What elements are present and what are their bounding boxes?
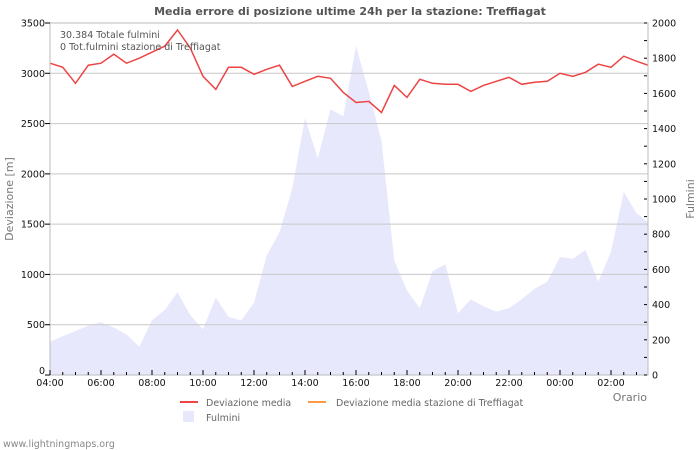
chart-title: Media errore di posizione ultime 24h per… [154,5,546,18]
legend-label: Deviazione media stazione di Treffiagat [336,398,523,409]
right-tick-label: 400 [652,300,670,311]
x-tick-label: 14:00 [291,378,318,389]
right-tick-label: 1600 [652,89,676,100]
plot-border [49,22,649,376]
x-tick-label: 02:00 [597,378,624,389]
right-tick-label: 1800 [652,54,676,65]
legend-label: Fulmini [206,413,240,424]
left-tick-label: 2000 [21,169,45,180]
series-line [49,28,649,114]
x-tick-label: 00:00 [546,378,573,389]
source-footer: www.lightningmaps.org [3,439,115,450]
left-y-axis: 0 500 1000 1500 2000 2500 3000 3500 [21,19,50,377]
x-axis: 04:00 06:00 08:00 10:00 12:00 14:00 16:00 18:00… [36,370,637,389]
station-strikes-annotation: 0 Tot.fulmini stazione di Treffiagat [60,42,221,53]
left-tick-label: 2500 [21,119,45,130]
right-tick-label: 0 [652,371,658,382]
total-strikes-annotation: 30.384 Totale fulmini [60,30,160,41]
left-tick-label: 500 [27,320,45,331]
right-axis-label: Fulmini [684,179,697,219]
x-tick-label: 12:00 [240,378,267,389]
gridlines [50,72,648,326]
x-tick-label: 16:00 [342,378,369,389]
legend-item-deviazione-media: Deviazione media [180,398,291,409]
right-tick-label: 1400 [652,124,676,135]
left-tick-label: 1000 [21,270,45,281]
x-tick-label: 22:00 [495,378,522,389]
left-tick-label: 3000 [21,69,45,80]
fulmini-area-series [50,45,648,376]
right-tick-label: 200 [652,335,670,346]
right-tick-label: 1000 [652,195,676,206]
legend-item-deviazione-media-stazione: Deviazione media stazione di Treffiagat [308,398,523,409]
x-tick-label: 06:00 [87,378,114,389]
left-tick-label: 1500 [21,220,45,231]
x-axis-label: Orario [613,391,648,404]
right-y-axis: 0 200 400 600 800 1000 1200 1400 1600 1800 2000 [644,19,676,382]
x-tick-label: 20:00 [444,378,471,389]
legend-label: Deviazione media [206,398,291,409]
x-tick-label: 18:00 [393,378,420,389]
legend-item-fulmini: Fulmini [183,411,240,424]
right-tick-label: 800 [652,230,670,241]
deviazione-media-line-series [49,28,649,114]
right-tick-label: 600 [652,265,670,276]
fulmini-area [50,45,648,376]
area-swatch-icon [183,411,194,422]
x-tick-label: 04:00 [36,378,63,389]
plot-area [49,22,649,376]
x-tick-label: 10:00 [189,378,216,389]
left-tick-label: 0 [39,366,45,377]
legend: Deviazione media Deviazione media stazio… [180,398,523,424]
left-tick-label: 3500 [21,19,45,30]
left-axis-label: Deviazione [m] [3,157,16,241]
x-tick-label: 08:00 [138,378,165,389]
right-tick-label: 1200 [652,159,676,170]
right-tick-label: 2000 [652,19,676,30]
